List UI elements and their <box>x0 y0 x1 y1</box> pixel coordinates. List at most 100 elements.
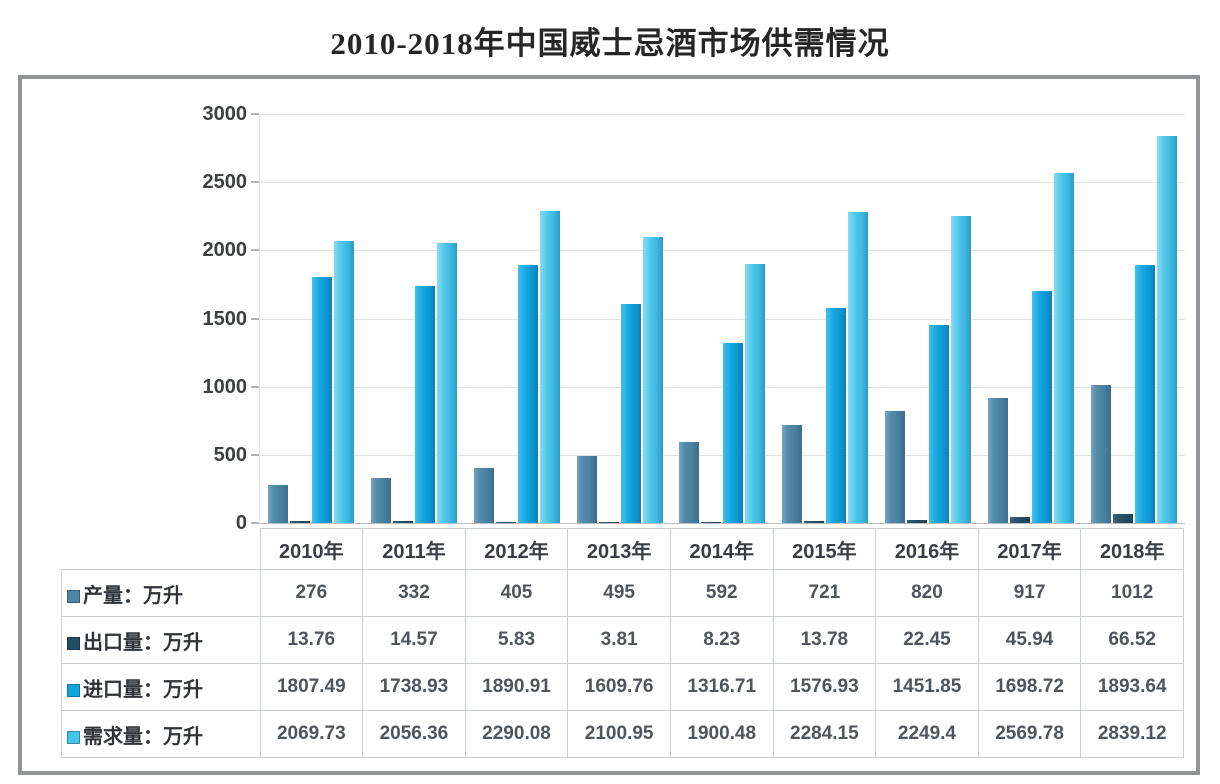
y-tick-mark <box>251 249 259 252</box>
y-tick-label: 2500 <box>202 171 248 194</box>
value-cell-产量：万升-2014年: 592 <box>669 569 774 617</box>
legend-cell: 产量：万升 <box>61 569 261 617</box>
gridline <box>260 114 1185 115</box>
y-tick-mark <box>251 453 259 456</box>
legend-swatch-icon <box>67 730 80 744</box>
plot-area <box>259 114 1185 524</box>
legend-swatch-icon <box>67 636 80 650</box>
year-header-2015年: 2015年 <box>772 528 877 570</box>
chart-frame: 0 500 1000 1500 2000 2500 3000 2010年 2011年 2012年… <box>18 75 1200 775</box>
bar-进口量：万升-2013年 <box>620 304 641 523</box>
value-cell-出口量：万升-2013年: 3.81 <box>567 616 671 664</box>
bar-需求量：万升-2018年 <box>1156 136 1177 523</box>
value-cell-产量：万升-2016年: 820 <box>875 569 979 617</box>
bar-出口量：万升-2011年 <box>393 521 414 523</box>
bar-进口量：万升-2011年 <box>415 286 436 523</box>
bar-group-2014年 <box>671 114 774 523</box>
value-cell-出口量：万升-2010年: 13.76 <box>259 616 364 664</box>
bar-需求量：万升-2015年 <box>848 212 869 523</box>
bar-进口量：万升-2017年 <box>1031 291 1052 523</box>
value-cell-产量：万升-2012年: 405 <box>464 569 569 617</box>
value-cell-需求量：万升-2013年: 2100.95 <box>567 710 671 758</box>
y-tick-label: 1000 <box>202 375 248 398</box>
bar-进口量：万升-2015年 <box>826 308 847 523</box>
value-cell-出口量：万升-2018年: 66.52 <box>1080 616 1184 664</box>
y-tick-label: 1500 <box>202 307 248 330</box>
value-cell-进口量：万升-2018年: 1893.64 <box>1080 663 1184 711</box>
gridline <box>260 250 1185 251</box>
bar-需求量：万升-2016年 <box>951 216 972 523</box>
bar-需求量：万升-2012年 <box>539 211 560 523</box>
bar-产量：万升-2012年 <box>473 468 494 523</box>
bar-产量：万升-2018年 <box>1090 385 1111 523</box>
y-tick-label: 2000 <box>202 239 248 262</box>
bar-需求量：万升-2010年 <box>334 241 355 523</box>
bar-需求量：万升-2017年 <box>1053 173 1074 523</box>
year-header-2018年: 2018年 <box>1080 528 1184 570</box>
value-cell-出口量：万升-2017年: 45.94 <box>977 616 1082 664</box>
year-header-2011年: 2011年 <box>362 528 466 570</box>
y-tick-mark <box>251 317 259 320</box>
value-cell-需求量：万升-2017年: 2569.78 <box>977 710 1082 758</box>
bar-出口量：万升-2016年 <box>907 520 928 523</box>
year-header-2014年: 2014年 <box>669 528 774 570</box>
gridline <box>260 455 1185 456</box>
y-tick-mark <box>251 181 259 184</box>
bar-产量：万升-2013年 <box>576 456 597 523</box>
value-cell-进口量：万升-2016年: 1451.85 <box>875 663 979 711</box>
value-cell-进口量：万升-2015年: 1576.93 <box>772 663 877 711</box>
bar-产量：万升-2015年 <box>782 425 803 523</box>
y-tick-mark <box>251 113 259 115</box>
value-cell-需求量：万升-2014年: 1900.48 <box>669 710 774 758</box>
gridline <box>260 182 1185 183</box>
bar-group-2017年 <box>979 114 1082 523</box>
legend-swatch-icon <box>67 589 80 603</box>
bar-进口量：万升-2018年 <box>1134 265 1155 523</box>
year-header-2012年: 2012年 <box>464 528 569 570</box>
gridline <box>260 319 1185 320</box>
bar-进口量：万升-2012年 <box>517 265 538 523</box>
y-tick-mark <box>251 522 259 524</box>
year-header-2013年: 2013年 <box>567 528 671 570</box>
value-cell-产量：万升-2018年: 1012 <box>1080 569 1184 617</box>
bar-需求量：万升-2011年 <box>437 243 458 523</box>
value-cell-需求量：万升-2016年: 2249.4 <box>875 710 979 758</box>
table-row-产量：万升: 产量：万升 276 332 405 495 592 721 820 917 1012 <box>61 569 1184 617</box>
bar-出口量：万升-2017年 <box>1009 517 1030 523</box>
gridline <box>260 387 1185 388</box>
value-cell-进口量：万升-2011年: 1738.93 <box>362 663 466 711</box>
value-cell-产量：万升-2011年: 332 <box>362 569 466 617</box>
bar-group-2010年 <box>260 114 363 523</box>
bar-产量：万升-2014年 <box>679 442 700 523</box>
year-header-2010年: 2010年 <box>259 528 364 570</box>
table-row-需求量：万升: 需求量：万升 2069.73 2056.36 2290.08 2100.95 1900.4… <box>61 710 1184 758</box>
table-row-出口量：万升: 出口量：万升 13.76 14.57 5.83 3.81 8.23 13.78 22.45 45… <box>61 616 1184 664</box>
value-cell-需求量：万升-2018年: 2839.12 <box>1080 710 1184 758</box>
year-header-2017年: 2017年 <box>977 528 1082 570</box>
legend-label: 需求量：万升 <box>83 725 203 748</box>
bar-产量：万升-2011年 <box>371 478 392 523</box>
bar-group-2013年 <box>568 114 671 523</box>
legend-cell: 出口量：万升 <box>61 616 261 664</box>
bar-group-2011年 <box>363 114 466 523</box>
legend-label: 出口量：万升 <box>83 631 203 654</box>
value-cell-进口量：万升-2014年: 1316.71 <box>669 663 774 711</box>
table-row-进口量：万升: 进口量：万升 1807.49 1738.93 1890.91 1609.76 1316.7… <box>61 663 1184 711</box>
value-cell-产量：万升-2017年: 917 <box>977 569 1082 617</box>
y-tick-label: 500 <box>213 443 247 466</box>
legend-cell: 进口量：万升 <box>61 663 261 711</box>
value-cell-进口量：万升-2010年: 1807.49 <box>259 663 364 711</box>
bar-group-2012年 <box>466 114 569 523</box>
value-cell-进口量：万升-2017年: 1698.72 <box>977 663 1082 711</box>
legend-cell: 需求量：万升 <box>61 710 261 758</box>
legend-swatch-icon <box>67 683 80 697</box>
value-cell-需求量：万升-2012年: 2290.08 <box>464 710 569 758</box>
bar-需求量：万升-2013年 <box>642 237 663 523</box>
value-cell-出口量：万升-2014年: 8.23 <box>669 616 774 664</box>
year-header-2016年: 2016年 <box>875 528 979 570</box>
legend-label: 产量：万升 <box>83 584 183 607</box>
value-cell-产量：万升-2010年: 276 <box>259 569 364 617</box>
value-cell-进口量：万升-2013年: 1609.76 <box>567 663 671 711</box>
bar-产量：万升-2017年 <box>987 398 1008 523</box>
